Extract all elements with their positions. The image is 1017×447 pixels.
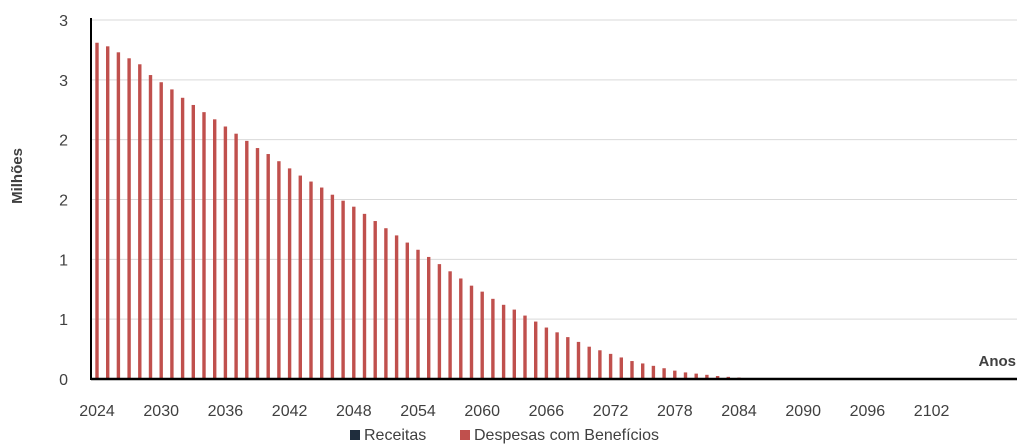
bar-despesas	[555, 332, 559, 379]
bar-despesas	[715, 376, 720, 379]
bar-despesas	[277, 161, 281, 379]
y-tick-label: 2	[59, 133, 68, 150]
bar-despesas	[501, 304, 506, 379]
bar-despesas	[491, 298, 495, 379]
bar-despesas	[320, 187, 324, 379]
bar-despesas	[394, 235, 399, 379]
bar-despesas	[148, 75, 153, 380]
bar-despesas	[245, 140, 249, 379]
bar-despesas	[437, 264, 442, 379]
legend-label-despesas: Despesas com Benefícios	[474, 427, 659, 444]
y-tick-label: 1	[59, 312, 68, 329]
bar-despesas	[95, 42, 99, 380]
bar-despesas	[191, 104, 195, 380]
bar-despesas	[427, 256, 431, 379]
bar-despesas	[106, 46, 110, 380]
bar-despesas	[576, 341, 581, 379]
bar-despesas	[159, 82, 163, 379]
y-tick-label: 1	[59, 252, 68, 269]
bar-despesas	[619, 357, 623, 379]
bar-despesas	[223, 126, 228, 380]
bar-despesas	[384, 228, 388, 379]
x-tick-label: 2024	[79, 403, 115, 420]
x-tick-label: 2048	[336, 403, 372, 420]
x-tick-label: 2078	[657, 403, 693, 420]
x-tick-label: 2060	[464, 403, 500, 420]
bar-despesas	[534, 321, 538, 379]
bar-despesas	[705, 374, 709, 379]
bar-despesas	[213, 119, 217, 379]
bar-despesas	[480, 291, 484, 379]
x-tick-label: 2090	[785, 403, 821, 420]
bar-despesas	[234, 133, 238, 379]
bar-despesas	[598, 350, 602, 379]
bar-despesas	[405, 242, 409, 379]
bar-despesas	[523, 315, 527, 379]
bar-despesas	[459, 278, 463, 379]
bar-despesas	[587, 346, 591, 379]
bar-despesas	[566, 337, 570, 379]
bar-despesas	[448, 271, 452, 379]
bar-despesas	[608, 353, 613, 379]
bar-despesas	[330, 194, 335, 379]
bar-despesas	[116, 52, 121, 380]
x-tick-label: 2102	[914, 403, 950, 420]
legend-swatch-receitas	[350, 430, 360, 440]
bar-despesas	[352, 206, 356, 379]
y-tick-label: 3	[59, 13, 68, 30]
gridlines	[91, 19, 1017, 320]
axes	[90, 18, 1017, 381]
bar-despesas	[170, 89, 174, 379]
bar-despesas	[266, 154, 270, 379]
bar-despesas	[544, 327, 549, 379]
bar-despesas	[138, 64, 142, 379]
bar-despesas	[651, 365, 656, 379]
y-tick-label: 3	[59, 73, 68, 90]
bar-despesas	[298, 175, 302, 379]
x-tick-label: 2036	[208, 403, 244, 420]
y-tick-label: 0	[59, 372, 68, 389]
y-tick-labels: 0 1 1 2 2 3 3	[59, 13, 68, 389]
bar-despesas	[202, 112, 206, 379]
bars-despesas	[95, 42, 784, 380]
bar-despesas	[630, 361, 634, 379]
x-tick-label: 2096	[850, 403, 886, 420]
x-tick-label: 2072	[593, 403, 629, 420]
bar-despesas	[309, 181, 313, 379]
x-tick-labels: 2024 2030 2036 2042 2048 2054 2060 2066 2072 2078…	[79, 403, 949, 420]
bar-despesas	[373, 221, 377, 379]
bar-despesas	[341, 200, 345, 379]
y-tick-label: 2	[59, 193, 68, 210]
bar-despesas	[180, 97, 185, 380]
x-axis-title: Anos	[979, 353, 1017, 370]
bar-despesas	[641, 363, 645, 379]
bar-despesas	[287, 168, 292, 379]
x-tick-label: 2066	[529, 403, 565, 420]
bar-despesas	[694, 373, 698, 379]
legend: Receitas Despesas com Benefícios	[350, 427, 659, 444]
y-axis-title: Milhões	[9, 148, 26, 204]
bar-despesas	[673, 370, 677, 379]
x-tick-label: 2042	[272, 403, 308, 420]
bar-despesas	[662, 368, 666, 379]
bar-despesas	[512, 309, 516, 379]
legend-swatch-despesas	[460, 430, 470, 440]
legend-label-receitas: Receitas	[364, 427, 426, 444]
bar-despesas	[362, 213, 367, 379]
x-tick-label: 2084	[721, 403, 757, 420]
bar-despesas	[255, 148, 260, 379]
x-tick-label: 2030	[143, 403, 179, 420]
bar-despesas	[469, 285, 474, 379]
bar-despesas	[683, 372, 688, 379]
x-tick-label: 2054	[400, 403, 436, 420]
bar-despesas	[416, 249, 420, 379]
bar-despesas	[127, 58, 131, 379]
